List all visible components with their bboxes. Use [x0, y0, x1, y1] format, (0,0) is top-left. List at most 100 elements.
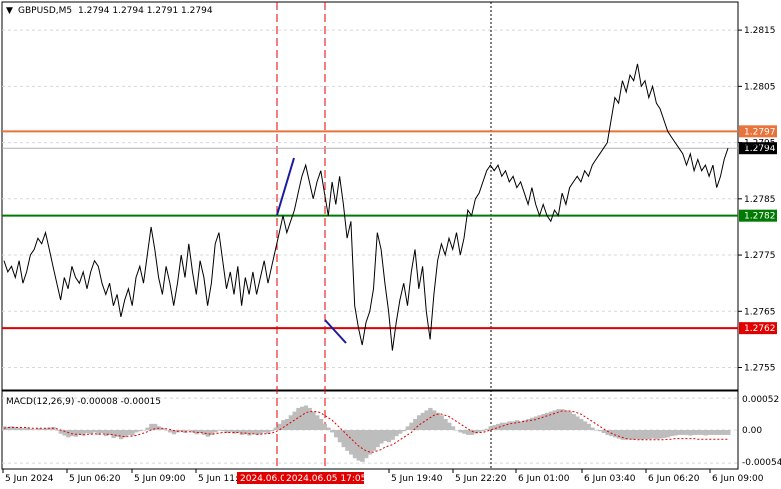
time-tick-label: 5 Jun 2024	[5, 474, 54, 484]
macd-bar	[680, 430, 686, 435]
macd-bar	[250, 430, 256, 434]
macd-bar	[575, 416, 580, 430]
price-tick-label: 1.2785	[744, 195, 776, 205]
macd-bar	[439, 415, 444, 430]
dropdown-arrow-icon[interactable]: ▼	[6, 6, 13, 16]
price-tick-label: 1.2775	[744, 251, 776, 261]
price-tick-label: 1.2755	[744, 364, 776, 374]
macd-bar	[217, 430, 222, 431]
macd-histogram	[2, 405, 731, 462]
time-tick-label: 5 Jun 09:00	[134, 474, 186, 484]
macd-tick-label: -0.00054	[742, 458, 781, 468]
macd-bar	[77, 430, 82, 435]
level-price-tag	[739, 322, 777, 335]
time-tick-label: 5 Jun 22:20	[455, 474, 507, 484]
macd-bar	[345, 430, 350, 451]
macd-bar	[311, 411, 316, 430]
macd-bar	[62, 430, 67, 436]
macd-bar	[726, 430, 731, 435]
macd-bar	[122, 430, 128, 438]
macd-bar	[488, 426, 493, 430]
macd-bar	[654, 430, 659, 440]
macd-bar	[428, 407, 433, 430]
macd-bar	[684, 430, 689, 435]
macd-bar	[707, 430, 712, 435]
current-price-tag	[739, 142, 777, 155]
macd-bar	[379, 430, 384, 444]
macd-bar	[179, 430, 184, 432]
macd-bar	[597, 430, 603, 432]
macd-bar	[273, 427, 278, 430]
macd-bar	[43, 428, 48, 430]
macd-bar	[409, 422, 414, 430]
time-tick-label: 6 Jun 01:00	[518, 474, 570, 484]
macd-bar	[390, 430, 395, 440]
macd-bar	[481, 430, 486, 432]
macd-bar	[401, 430, 407, 432]
macd-bar	[224, 430, 229, 434]
macd-bar	[533, 416, 539, 430]
macd-bar	[337, 430, 343, 443]
macd-bar	[530, 417, 535, 430]
macd-bar	[73, 430, 79, 437]
macd-bar	[364, 430, 369, 459]
macd-bar	[152, 423, 158, 430]
macd-axis: 0.00052 0.00 -0.00054	[742, 395, 781, 468]
macd-bar	[134, 430, 139, 433]
macd-bar	[137, 430, 143, 432]
macd-bar	[54, 430, 60, 431]
macd-bar	[28, 428, 33, 430]
macd-bar	[205, 430, 211, 437]
macd-bar	[333, 430, 339, 438]
macd-bar	[477, 430, 482, 433]
macd-bar	[277, 423, 282, 430]
macd-bar	[560, 409, 565, 430]
macd-bar	[243, 430, 248, 435]
macd-bar	[703, 430, 708, 436]
macd-bar	[394, 430, 399, 437]
macd-bar	[130, 430, 135, 436]
macd-bar	[209, 430, 214, 435]
macd-bar	[594, 430, 599, 431]
price-levels: 1.2797 1.2782 1.2762 1.2794	[2, 125, 777, 335]
macd-bar	[492, 425, 497, 430]
macd-bar	[658, 430, 663, 439]
macd-bar	[349, 430, 354, 455]
macd-bar	[201, 430, 207, 435]
macd-bar	[465, 430, 471, 435]
symbol-label: GBPUSD,M5	[18, 6, 72, 16]
macd-bar	[722, 430, 727, 435]
price-tick-label: 1.2805	[744, 82, 776, 92]
macd-bar	[13, 426, 18, 430]
macd-bar	[149, 423, 154, 430]
macd-bar	[545, 412, 550, 430]
macd-bar	[563, 410, 569, 430]
macd-bar	[454, 430, 459, 431]
macd-bar	[281, 420, 286, 430]
macd-bar	[341, 430, 346, 448]
macd-bar	[47, 427, 52, 430]
macd-label: MACD(12,26,9) -0.00008 -0.00015	[6, 397, 161, 407]
macd-bar	[315, 415, 320, 430]
macd-bar	[194, 430, 199, 435]
macd-bar	[115, 430, 120, 437]
macd-bar	[103, 430, 109, 437]
macd-bar	[511, 421, 516, 430]
macd-bar	[300, 406, 305, 430]
current-price-label: 1.2794	[744, 144, 776, 154]
macd-bar	[635, 430, 640, 440]
macd-bar	[447, 422, 452, 430]
macd-bar	[537, 415, 542, 430]
price-tick-label: 1.2815	[744, 26, 776, 36]
macd-bar	[247, 430, 252, 436]
price-axis: 1.2815 1.2805 1.2795 1.2785 1.2775 1.2765 1.27…	[738, 26, 776, 374]
macd-bar	[711, 430, 716, 435]
macd-signal-line	[3, 410, 728, 453]
price-series-line	[3, 63, 729, 351]
macd-bar	[5, 426, 11, 430]
macd-bar	[601, 430, 607, 434]
time-tick-label: 6 Jun 06:20	[648, 474, 700, 484]
macd-bar	[17, 427, 22, 430]
macd-bar	[326, 427, 331, 430]
